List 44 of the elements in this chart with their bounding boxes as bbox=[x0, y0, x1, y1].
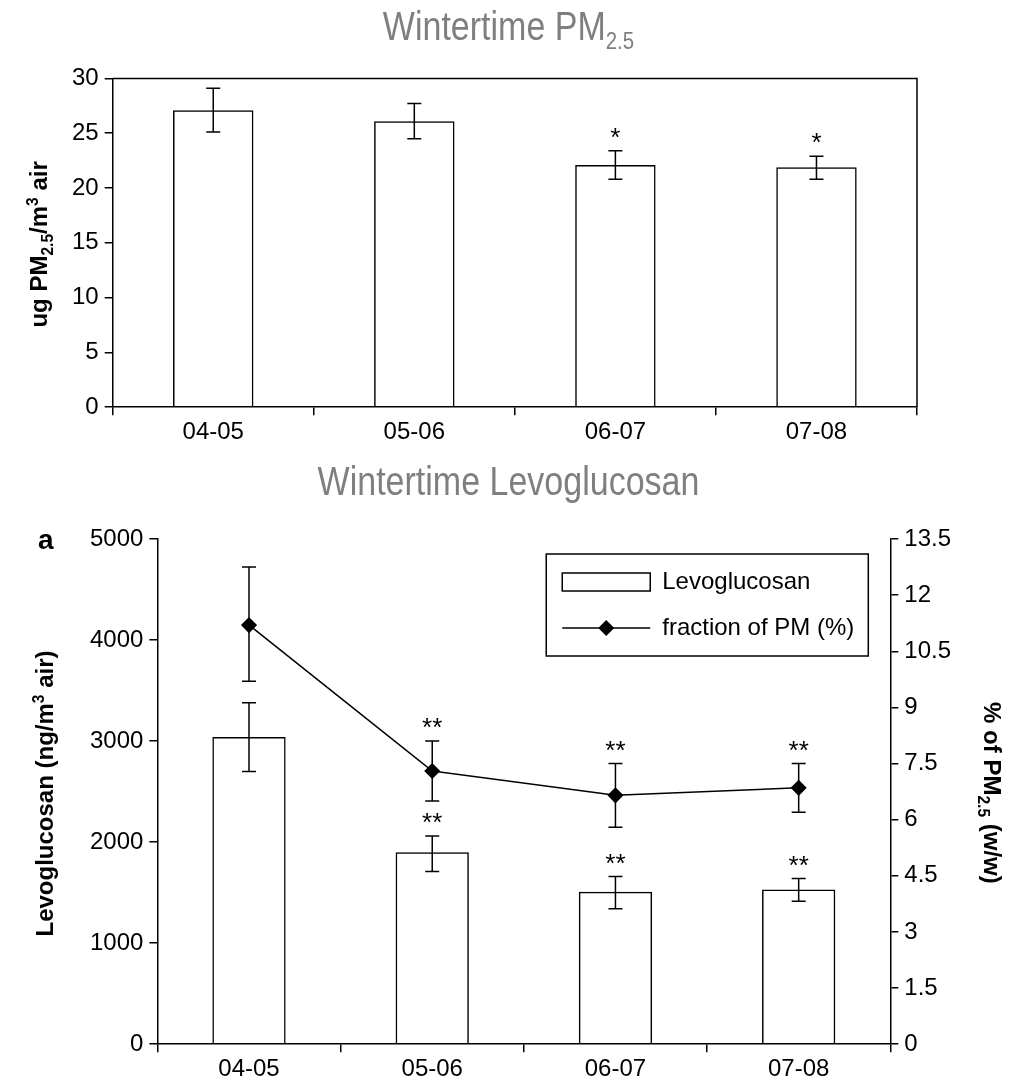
annotation: ** bbox=[788, 849, 809, 880]
annotation: ** bbox=[422, 807, 443, 838]
legend-label: Levoglucosan bbox=[662, 566, 811, 594]
y2-tick-label: 3 bbox=[904, 916, 918, 944]
annotation: * bbox=[811, 127, 822, 158]
y-tick-label: 10 bbox=[71, 282, 99, 310]
y2-tick-label: 13.5 bbox=[904, 523, 952, 551]
chart-title: Wintertime Levoglucosan bbox=[316, 459, 701, 504]
legend-label: fraction of PM (%) bbox=[662, 612, 855, 640]
y-tick-label: 5000 bbox=[90, 523, 144, 551]
y-tick-label: 20 bbox=[71, 172, 99, 200]
chart-title: Wintertime PM$_{2.5}$ bbox=[381, 4, 636, 55]
y-tick-label: 4000 bbox=[90, 624, 144, 652]
y2-tick-label: 7.5 bbox=[904, 748, 938, 776]
x-tick-label: 04-05 bbox=[182, 417, 244, 445]
y-tick-label: 25 bbox=[71, 117, 99, 145]
annotation: ** bbox=[422, 712, 443, 743]
annotation: ** bbox=[605, 734, 626, 765]
y2-tick-label: 12 bbox=[904, 579, 931, 607]
text: a bbox=[38, 523, 54, 555]
y-tick-label: 15 bbox=[71, 227, 99, 255]
y2-tick-label: 10.5 bbox=[904, 635, 952, 663]
annotation: ** bbox=[788, 734, 809, 765]
x-tick-label: 07-08 bbox=[767, 1054, 830, 1082]
x-tick-label: 06-07 bbox=[584, 417, 647, 445]
annotation: ** bbox=[605, 847, 626, 878]
y-tick-label: 2000 bbox=[90, 826, 144, 854]
x-tick-label: 05-06 bbox=[401, 1054, 463, 1082]
y2-tick-label: 6 bbox=[904, 804, 918, 832]
y2-tick-label: 0 bbox=[904, 1028, 918, 1056]
y2-tick-label: 9 bbox=[904, 692, 918, 720]
y-tick-label: 0 bbox=[130, 1028, 144, 1056]
x-tick-label: 05-06 bbox=[383, 417, 445, 445]
x-tick-label: 04-05 bbox=[218, 1054, 280, 1082]
y-tick-label: 3000 bbox=[90, 725, 144, 753]
y-tick-label: 5 bbox=[85, 337, 99, 365]
x-tick-label: 07-08 bbox=[785, 417, 848, 445]
annotation: * bbox=[610, 121, 621, 152]
y-tick-label: 0 bbox=[85, 391, 99, 419]
y2-tick-label: 1.5 bbox=[904, 972, 938, 1000]
x-tick-label: 06-07 bbox=[584, 1054, 647, 1082]
y-tick-label: 30 bbox=[71, 63, 99, 91]
y2-tick-label: 4.5 bbox=[904, 860, 938, 888]
y-tick-label: 1000 bbox=[90, 927, 144, 955]
